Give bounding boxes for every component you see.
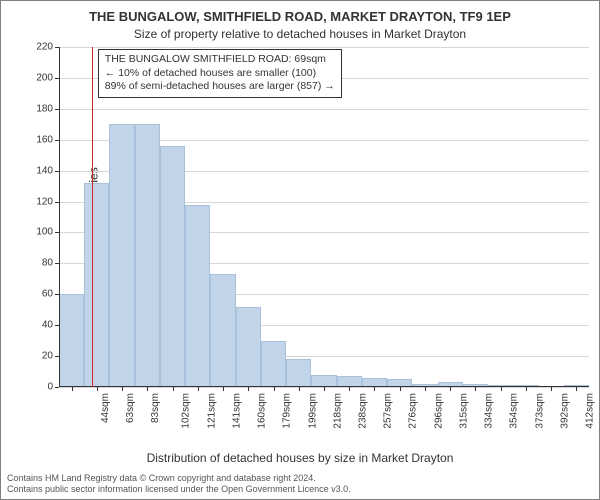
x-tick-mark [299,387,300,391]
annotation-line-1: THE BUNGALOW SMITHFIELD ROAD: 69sqm [105,53,335,67]
x-tick-label: 44sqm [100,393,111,423]
histogram-bar [135,124,160,387]
y-tick-label: 180 [36,103,53,114]
histogram-bar [160,146,185,387]
x-tick-label: 412sqm [585,393,596,429]
y-gridline [59,47,589,48]
x-tick-mark [248,387,249,391]
chart-title-sub: Size of property relative to detached ho… [1,27,599,41]
x-tick-mark [400,387,401,391]
x-tick-label: 218sqm [332,393,343,429]
footer-line-1: Contains HM Land Registry data © Crown c… [7,473,351,484]
histogram-bar [109,124,134,387]
reference-line [92,47,94,387]
x-tick-mark [576,387,577,391]
y-tick-label: 120 [36,196,53,207]
histogram-bar [261,341,286,387]
chart-container: THE BUNGALOW, SMITHFIELD ROAD, MARKET DR… [0,0,600,500]
y-tick-label: 220 [36,42,53,53]
x-tick-label: 354sqm [509,393,520,429]
x-tick-label: 102sqm [181,393,192,429]
x-tick-label: 257sqm [383,393,394,429]
histogram-bar [236,307,261,387]
x-tick-mark [501,387,502,391]
y-tick-label: 60 [42,289,53,300]
x-tick-label: 199sqm [307,393,318,429]
x-tick-mark [122,387,123,391]
x-tick-label: 160sqm [257,393,268,429]
histogram-bar [59,294,84,387]
x-tick-label: 179sqm [282,393,293,429]
x-tick-label: 315sqm [459,393,470,429]
x-tick-mark [551,387,552,391]
y-tick-label: 200 [36,72,53,83]
x-tick-mark [450,387,451,391]
annotation-line-3: 89% of semi-detached houses are larger (… [105,80,335,94]
x-axis-line [59,386,589,387]
x-tick-mark [173,387,174,391]
y-tick-label: 140 [36,165,53,176]
chart-title-main: THE BUNGALOW, SMITHFIELD ROAD, MARKET DR… [1,9,599,24]
x-tick-label: 238sqm [358,393,369,429]
x-tick-label: 334sqm [484,393,495,429]
y-tick-label: 40 [42,320,53,331]
x-tick-label: 121sqm [206,393,217,429]
x-tick-label: 373sqm [534,393,545,429]
y-tick-label: 160 [36,134,53,145]
annotation-line-2: ← 10% of detached houses are smaller (10… [105,67,335,81]
y-axis-line [59,47,60,387]
x-tick-mark [223,387,224,391]
y-tick-label: 0 [47,382,53,393]
x-tick-label: 296sqm [433,393,444,429]
chart-plot-area: 02040608010012014016018020022044sqm63sqm… [59,47,589,387]
x-tick-mark [475,387,476,391]
y-gridline [59,109,589,110]
y-tick-mark [55,387,59,388]
x-tick-mark [374,387,375,391]
x-tick-mark [97,387,98,391]
x-tick-mark [72,387,73,391]
x-tick-mark [425,387,426,391]
x-axis-label: Distribution of detached houses by size … [1,451,599,465]
y-tick-label: 20 [42,351,53,362]
x-tick-label: 141sqm [231,393,242,429]
x-tick-mark [147,387,148,391]
histogram-bar [84,183,109,387]
footer-line-2: Contains public sector information licen… [7,484,351,495]
y-tick-label: 80 [42,258,53,269]
x-tick-label: 276sqm [408,393,419,429]
x-tick-label: 63sqm [125,393,136,423]
histogram-bar [185,205,210,387]
x-tick-label: 83sqm [150,393,161,423]
x-tick-mark [526,387,527,391]
annotation-box: THE BUNGALOW SMITHFIELD ROAD: 69sqm← 10%… [98,49,342,98]
x-tick-mark [198,387,199,391]
x-tick-mark [324,387,325,391]
x-tick-mark [274,387,275,391]
footer-attribution: Contains HM Land Registry data © Crown c… [7,473,351,496]
histogram-bar [210,274,235,387]
x-tick-mark [349,387,350,391]
histogram-bar [286,359,311,387]
y-tick-label: 100 [36,227,53,238]
x-tick-label: 392sqm [559,393,570,429]
